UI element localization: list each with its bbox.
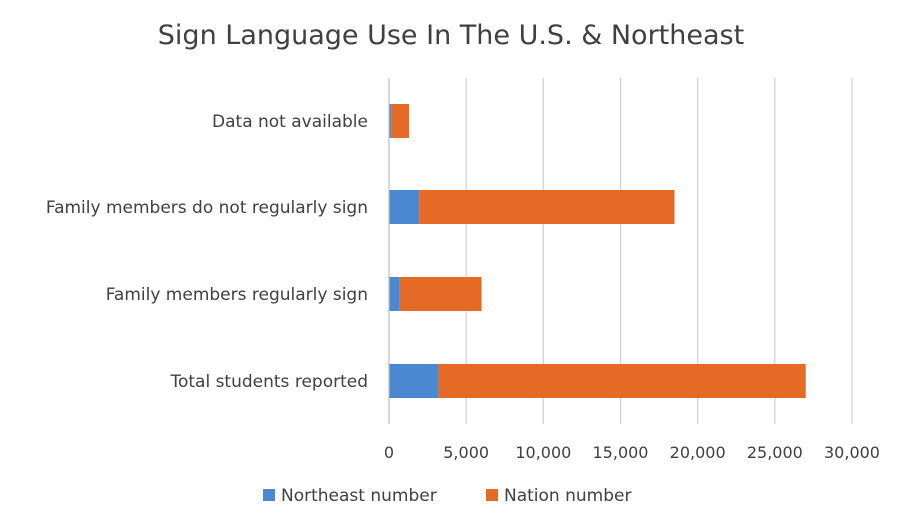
x-tick-label: 20,000	[670, 443, 726, 462]
chart-title: Sign Language Use In The U.S. & Northeas…	[158, 20, 744, 51]
x-tick-label: 30,000	[824, 443, 880, 462]
x-tick-label: 15,000	[593, 443, 649, 462]
category-label: Family members do not regularly sign	[46, 198, 368, 218]
x-tick-label: 5,000	[443, 443, 489, 462]
legend-swatch	[263, 489, 275, 501]
bar-northeast	[389, 190, 420, 224]
legend: Northeast number Nation number	[263, 486, 631, 506]
bars	[389, 104, 806, 398]
bar-nation	[399, 277, 482, 311]
bar-nation	[391, 104, 410, 138]
bar-northeast	[389, 277, 400, 311]
x-tick-label: 10,000	[515, 443, 571, 462]
bar-northeast	[389, 364, 439, 398]
legend-label: Northeast number	[281, 486, 437, 506]
bar-nation	[438, 364, 806, 398]
labels: 0 5,000 10,000 15,000 20,000 25,000 30,000 Tota…	[46, 112, 880, 462]
category-label: Total students reported	[169, 372, 368, 392]
category-label: Data not available	[212, 112, 368, 132]
x-tick-label: 0	[384, 443, 394, 462]
bar-northeast	[389, 104, 392, 138]
legend-label: Nation number	[504, 486, 631, 506]
legend-swatch	[486, 489, 498, 501]
bar-nation	[419, 190, 675, 224]
category-label: Family members regularly sign	[106, 285, 368, 305]
x-tick-label: 25,000	[747, 443, 803, 462]
